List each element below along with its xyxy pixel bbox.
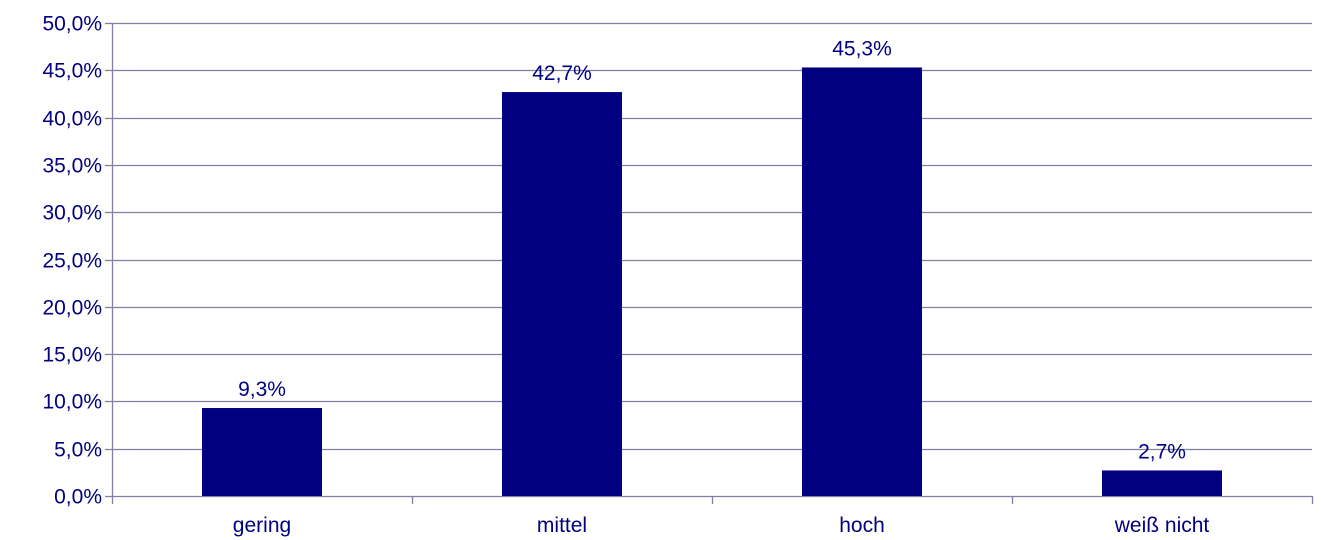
y-tick-label: 0,0%: [54, 486, 102, 509]
y-tick-label: 35,0%: [42, 155, 102, 178]
y-tick-label: 25,0%: [42, 250, 102, 273]
data-label: 42,7%: [532, 62, 592, 85]
data-label: 2,7%: [1138, 440, 1186, 463]
category-label: gering: [233, 514, 291, 537]
bar-gering: [202, 408, 322, 496]
y-tick-label: 10,0%: [42, 391, 102, 414]
y-tick-label: 45,0%: [42, 60, 102, 83]
data-labels: 9,3% 42,7% 45,3% 2,7%: [238, 37, 1186, 463]
y-tick-label: 40,0%: [42, 108, 102, 131]
y-axis-tick-labels: 0,0% 5,0% 10,0% 15,0% 20,0% 25,0% 30,0% 35,0% 40…: [42, 13, 102, 509]
y-tick-label: 30,0%: [42, 202, 102, 225]
bars: [202, 67, 1222, 497]
data-label: 45,3%: [832, 37, 892, 60]
bar-mittel: [502, 92, 622, 497]
category-label: weiß nicht: [1114, 514, 1210, 537]
category-label: mittel: [537, 514, 587, 537]
y-tick-label: 5,0%: [54, 439, 102, 462]
y-tick-label: 20,0%: [42, 297, 102, 320]
category-label: hoch: [839, 514, 885, 537]
y-tick-label: 15,0%: [42, 344, 102, 367]
data-label: 9,3%: [238, 378, 286, 401]
axes: [105, 22, 1314, 504]
y-tick-label: 50,0%: [42, 13, 102, 36]
grid-lines: [112, 22, 1312, 451]
x-axis-category-labels: gering mittel hoch weiß nicht: [233, 514, 1210, 537]
bar-weiß-nicht: [1102, 470, 1222, 496]
bar-hoch: [802, 67, 922, 496]
